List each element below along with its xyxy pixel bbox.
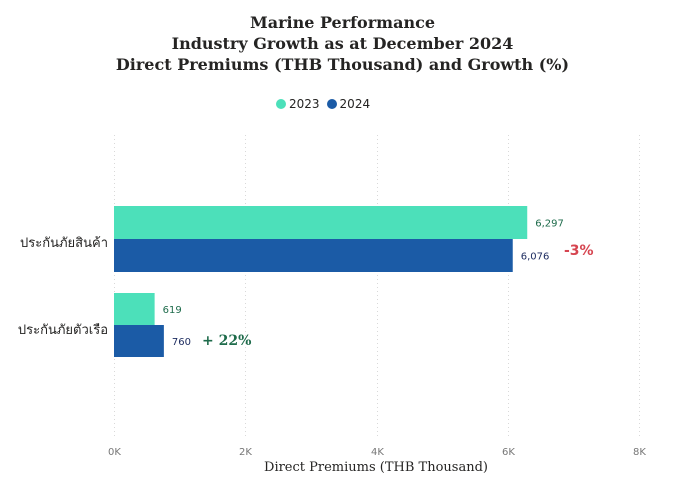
legend-label-2024: 2024 xyxy=(339,97,371,111)
bar-2023-1[interactable] xyxy=(114,206,528,239)
x-tick-label: 8K xyxy=(633,447,646,458)
x-tick-label: 4K xyxy=(371,447,384,458)
x-tick-label: 2K xyxy=(239,447,252,458)
x-tick-label: 0K xyxy=(108,447,121,458)
x-axis-label: Direct Premiums (THB Thousand) xyxy=(264,460,488,475)
data-label: 6,076 xyxy=(521,252,550,263)
legend-item-2024[interactable]: 2024 xyxy=(326,97,371,111)
legend-marker-2023 xyxy=(276,99,286,109)
data-label: 760 xyxy=(172,337,191,348)
x-tick-label: 6K xyxy=(502,447,515,458)
bar-2024-2[interactable] xyxy=(114,325,164,357)
bar-2024-1[interactable] xyxy=(114,239,513,272)
growth-annotation: -3% xyxy=(564,243,594,259)
category-label: ประกันภัยตัวเรือ xyxy=(18,322,108,338)
chart-title-line-1: Marine Performance xyxy=(249,13,435,32)
legend-marker-2024 xyxy=(326,99,337,109)
legend: 2023 2024 xyxy=(276,97,373,111)
growth-annotation: + 22% xyxy=(202,333,251,349)
legend-label-2023: 2023 xyxy=(289,97,320,111)
category-label: ประกันภัยสินค้า xyxy=(20,236,108,251)
chart-title-line-2: Industry Growth as at December 2024 xyxy=(171,34,514,53)
data-label: 619 xyxy=(163,305,182,316)
bar-2023-2[interactable] xyxy=(114,293,155,325)
legend-item-2023[interactable]: 2023 xyxy=(276,97,320,111)
chart-title: Marine Performance Industry Growth as at… xyxy=(0,12,685,75)
chart-title-line-3: Direct Premiums (THB Thousand) and Growt… xyxy=(115,55,570,74)
data-label: 6,297 xyxy=(535,219,564,230)
